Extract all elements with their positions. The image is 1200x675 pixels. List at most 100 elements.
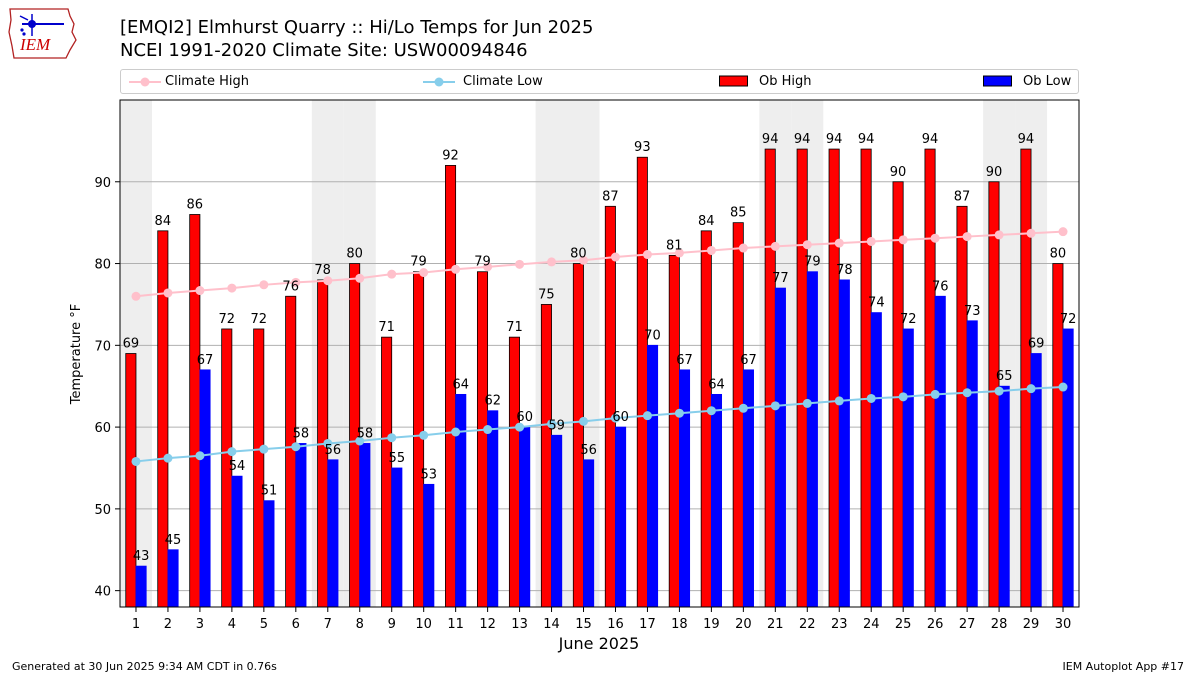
climate-lines bbox=[131, 227, 1068, 466]
ob-low-value-label: 51 bbox=[261, 484, 278, 499]
climate-low-point bbox=[483, 425, 493, 435]
ob-low-value-label: 73 bbox=[964, 304, 981, 319]
ob-low-value-label: 55 bbox=[389, 451, 406, 466]
legend-climate-low-symbol bbox=[423, 77, 455, 87]
ob-high-value-label: 94 bbox=[858, 132, 875, 147]
x-tick-label: 7 bbox=[324, 617, 332, 632]
ob-high-value-label: 71 bbox=[506, 320, 523, 335]
ob-high-value-label: 72 bbox=[218, 312, 235, 327]
ob-low-bar bbox=[519, 426, 531, 608]
climate-low-point bbox=[291, 442, 301, 452]
ob-low-bar bbox=[359, 443, 371, 608]
ob-low-bar bbox=[710, 393, 723, 608]
ob-high-bar bbox=[636, 156, 648, 608]
climate-high-point bbox=[387, 269, 397, 279]
bars bbox=[125, 148, 1074, 608]
x-tick-label: 14 bbox=[543, 617, 560, 632]
logo-text: IEM bbox=[19, 35, 51, 54]
x-tick-label: 28 bbox=[991, 617, 1008, 632]
x-tick-label: 15 bbox=[575, 617, 592, 632]
ob-low-bar bbox=[263, 500, 275, 608]
ob-low-value-label: 72 bbox=[900, 312, 917, 327]
ob-high-value-label: 84 bbox=[698, 214, 715, 229]
app-credit: IEM Autoplot App #17 bbox=[1062, 660, 1185, 673]
ob-high-value-label: 90 bbox=[890, 165, 907, 180]
y-tick-label-80: 80 bbox=[94, 258, 111, 273]
ob-low-value-label: 64 bbox=[452, 377, 469, 392]
ob-low-value-label: 62 bbox=[484, 394, 501, 409]
climate-low-point bbox=[834, 396, 844, 406]
ob-high-value-label: 80 bbox=[1050, 247, 1067, 262]
ob-low-bar bbox=[199, 369, 211, 608]
ob-low-value-label: 58 bbox=[293, 426, 310, 441]
x-tick-label: 24 bbox=[863, 617, 880, 632]
legend-climate-low-label: Climate Low bbox=[463, 74, 543, 89]
ob-low-bar bbox=[615, 426, 627, 608]
ob-low-bar bbox=[934, 295, 946, 608]
ob-high-value-label: 94 bbox=[1018, 132, 1035, 147]
climate-high-point bbox=[259, 280, 269, 290]
legend-ob-low-symbol bbox=[983, 75, 1012, 87]
y-axis-label: Temperature °F bbox=[69, 304, 84, 405]
chart-legend: Climate High Climate Low Ob High Ob Low bbox=[120, 69, 1079, 94]
ob-low-value-label: 67 bbox=[676, 353, 693, 368]
ob-high-value-label: 76 bbox=[282, 279, 299, 294]
ob-high-value-label: 87 bbox=[602, 189, 619, 204]
climate-high-point bbox=[291, 277, 301, 287]
legend-ob-low-label: Ob Low bbox=[1023, 74, 1072, 89]
ob-high-bar bbox=[189, 214, 201, 608]
ob-high-value-label: 94 bbox=[922, 132, 939, 147]
ob-low-value-label: 43 bbox=[133, 549, 150, 564]
x-tick-label: 23 bbox=[831, 617, 848, 632]
climate-low-line bbox=[135, 386, 1064, 463]
climate-low-point bbox=[195, 451, 205, 461]
climate-low-point bbox=[131, 456, 141, 466]
climate-low-point bbox=[962, 388, 972, 398]
climate-low-point bbox=[610, 413, 620, 423]
ob-low-bar bbox=[806, 271, 818, 608]
ob-low-value-label: 45 bbox=[165, 533, 182, 548]
climate-high-point bbox=[131, 291, 141, 301]
chart-subtitle: NCEI 1991-2020 Climate Site: USW00094846 bbox=[120, 40, 528, 61]
climate-high-point bbox=[451, 264, 461, 274]
climate-low-point bbox=[642, 411, 652, 421]
x-tick-label: 2 bbox=[164, 617, 172, 632]
x-tick-label: 10 bbox=[415, 617, 432, 632]
climate-high-point bbox=[483, 262, 493, 272]
ob-high-bar bbox=[732, 222, 744, 608]
ob-low-bar bbox=[838, 279, 850, 608]
climate-high-point bbox=[770, 241, 780, 251]
ob-low-bar bbox=[1062, 328, 1074, 608]
climate-low-point bbox=[547, 419, 557, 429]
ob-high-bar bbox=[764, 148, 776, 608]
climate-high-point bbox=[227, 283, 237, 293]
ob-low-bar bbox=[327, 459, 339, 608]
ob-high-bar bbox=[1020, 148, 1032, 608]
climate-high-point bbox=[419, 268, 429, 278]
climate-high-point bbox=[994, 230, 1004, 240]
ob-high-value-label: 86 bbox=[187, 197, 204, 212]
ob-high-value-label: 93 bbox=[634, 140, 651, 155]
ob-high-bar bbox=[157, 230, 169, 608]
x-tick-label: 11 bbox=[447, 617, 464, 632]
ob-low-bar bbox=[870, 312, 882, 608]
ob-low-value-label: 79 bbox=[804, 255, 821, 270]
x-tick-label: 16 bbox=[607, 617, 624, 632]
x-tick-label: 4 bbox=[228, 617, 236, 632]
ob-high-bar bbox=[700, 230, 712, 608]
ob-low-value-label: 74 bbox=[868, 296, 885, 311]
ob-high-value-label: 92 bbox=[442, 148, 459, 163]
ob-low-bar bbox=[774, 287, 786, 608]
legend-ob-high-symbol bbox=[719, 75, 748, 87]
ob-high-bar bbox=[604, 205, 616, 608]
ob-low-bar bbox=[455, 393, 467, 608]
generated-timestamp: Generated at 30 Jun 2025 9:34 AM CDT in … bbox=[12, 660, 277, 673]
climate-low-point bbox=[770, 401, 780, 411]
ob-high-bar bbox=[381, 336, 393, 608]
climate-high-point bbox=[962, 232, 972, 242]
climate-low-point bbox=[323, 438, 333, 448]
ob-low-value-label: 58 bbox=[357, 426, 374, 441]
ob-high-value-label: 94 bbox=[762, 132, 779, 147]
